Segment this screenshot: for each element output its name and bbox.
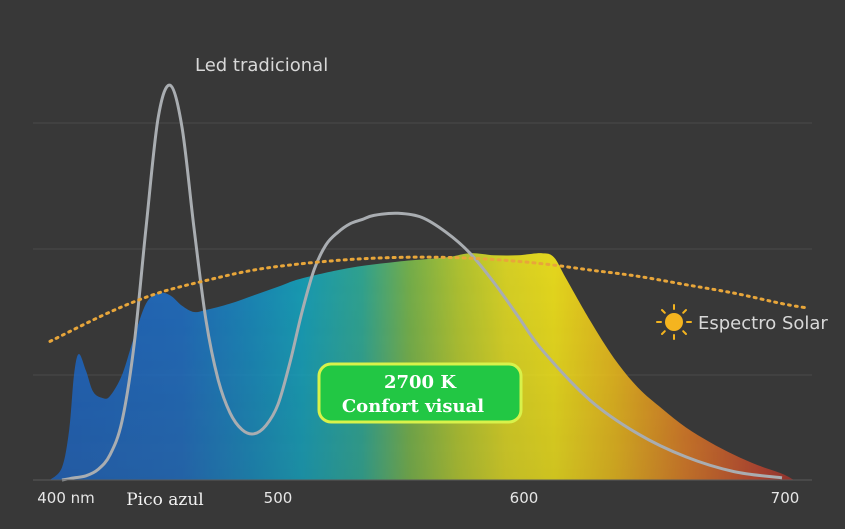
solar-legend: Espectro Solar: [656, 304, 828, 340]
x-tick-pico-azul: Pico azul: [126, 490, 204, 510]
led-line-layer: [61, 83, 783, 482]
x-tick-500: 500: [264, 489, 293, 507]
sun-ray: [661, 330, 666, 335]
sun-ray: [682, 330, 687, 335]
x-tick-600: 600: [510, 489, 539, 507]
led-tradicional-line: [61, 83, 783, 482]
sun-ray: [661, 309, 666, 314]
x-tick-700: 700: [771, 489, 800, 507]
badge-background: [317, 362, 523, 424]
sun-disc: [665, 313, 683, 331]
espectro-solar-line: [48, 255, 808, 343]
x-tick-400: 400 nm: [37, 489, 95, 507]
badge-line-kelvin: 2700 K: [384, 372, 457, 393]
solar-line-layer: [48, 255, 808, 343]
badge-2700k: 2700 K Confort visual: [317, 362, 523, 424]
sun-icon: [656, 304, 692, 340]
badge-line-comfort: Confort visual: [342, 396, 484, 417]
espectro-solar-label: Espectro Solar: [698, 313, 828, 334]
led-tradicional-label: Led tradicional: [195, 55, 328, 76]
x-axis-ticks: 400 nm 500 600 700 Pico azul: [37, 489, 799, 510]
sun-ray: [682, 309, 687, 314]
